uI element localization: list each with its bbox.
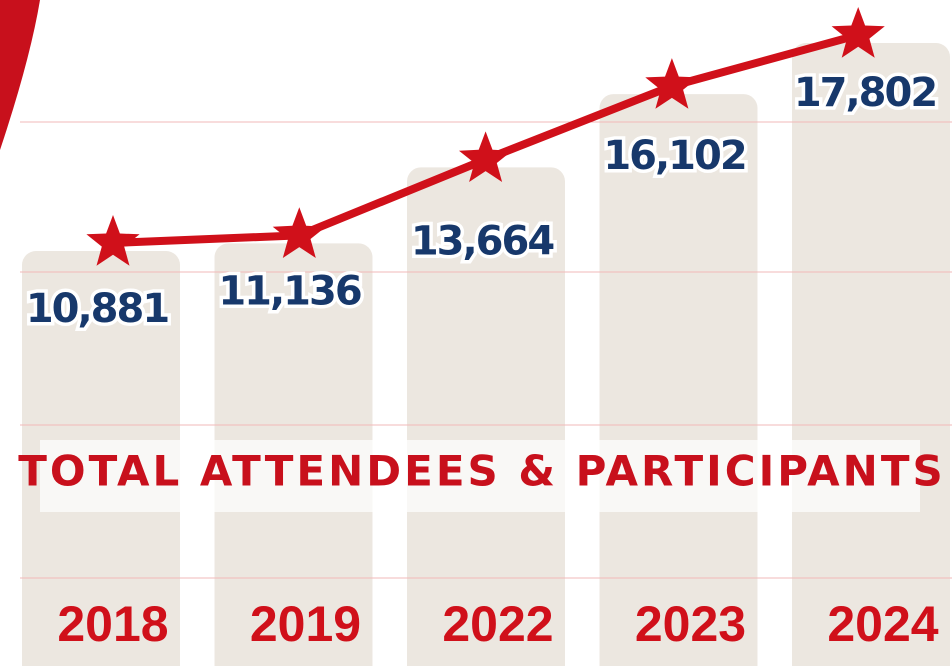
bar [792, 43, 950, 666]
value-label: 16,102 [603, 133, 745, 179]
bar [600, 94, 758, 666]
decoration [0, 0, 40, 150]
chart: TOTAL ATTENDEES & PARTICIPANTS 2018 2019 2… [0, 0, 952, 666]
value-label: 10,881 [26, 286, 169, 332]
x-tick-label: 2023 [635, 596, 746, 652]
value-label: 13,664 [411, 218, 554, 264]
x-tick-label: 2024 [827, 596, 938, 652]
value-label: 11,136 [218, 268, 361, 314]
value-label: 17,802 [794, 70, 936, 116]
chart-title: TOTAL ATTENDEES & PARTICIPANTS [18, 447, 945, 496]
x-tick-label: 2019 [250, 596, 361, 652]
x-tick-label: 2018 [57, 596, 168, 652]
x-tick-label: 2022 [442, 596, 553, 652]
